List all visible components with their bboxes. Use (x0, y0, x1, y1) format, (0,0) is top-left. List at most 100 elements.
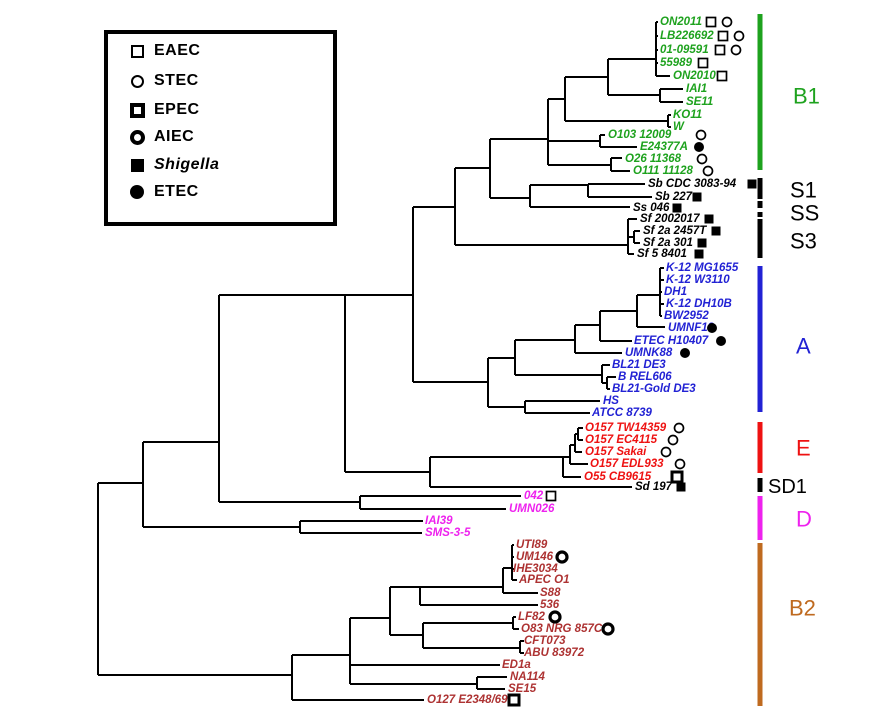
leaf-label-o157-tw14359: O157 TW14359 (585, 422, 667, 434)
leaf-label-o111-11128: O111 11128 (633, 165, 693, 177)
leaf-label-dh1: DH1 (664, 286, 687, 298)
stec-marker-icon (696, 153, 708, 165)
legend-item-eaec: EAEC (120, 41, 200, 61)
stec-marker-icon (120, 74, 154, 88)
group-label-a: A (796, 334, 811, 359)
aiec-marker-icon (129, 129, 145, 145)
aiec-marker-icon (555, 550, 569, 564)
leaf-label-o157-ec4115: O157 EC4115 (585, 434, 658, 446)
stec-marker-icon (721, 16, 733, 28)
eaec-marker-icon (120, 44, 154, 58)
etec-marker-icon (716, 336, 726, 346)
leaf-label-o26-11368: O26 11368 (625, 153, 682, 165)
leaf-label-sb-cdc-3083-94: Sb CDC 3083-94 (648, 178, 737, 190)
etec-marker-icon (694, 142, 704, 152)
leaf-label-ed1a: ED1a (502, 659, 531, 671)
etec-marker-icon (130, 185, 144, 199)
stec-marker-icon (673, 422, 685, 434)
leaf-label-na114: NA114 (510, 671, 546, 683)
leaf-label-atcc-8739: ATCC 8739 (591, 407, 652, 419)
eaec-marker-icon (716, 70, 728, 82)
shigella-marker-icon (694, 249, 704, 259)
leaf-label-s88: S88 (540, 587, 561, 599)
leaf-label-umnk88: UMNK88 (625, 347, 673, 359)
leaf-label-k-12-w3110: K-12 W3110 (666, 274, 730, 286)
shigella-marker-icon (747, 179, 757, 189)
leaf-label-uti89: UTI89 (516, 539, 548, 551)
leaf-label-w: W (673, 121, 685, 133)
leaf-label-sf-5-8401: Sf 5 8401 (637, 248, 687, 260)
legend-label: ETEC (154, 183, 199, 200)
leaf-label-lf82: LF82 (518, 611, 545, 623)
group-label-b2: B2 (789, 596, 816, 621)
stec-marker-icon (130, 74, 144, 88)
eaec-marker-icon (545, 490, 557, 502)
leaf-label-sf-2002017: Sf 2002017 (640, 213, 700, 225)
group-label-d: D (796, 507, 812, 532)
leaf-label-042: 042 (524, 490, 544, 502)
leaf-label-bl21-gold-de3: BL21-Gold DE3 (612, 383, 696, 395)
leaf-label-k-12-mg1655: K-12 MG1655 (666, 262, 739, 274)
group-label-b1: B1 (793, 84, 820, 109)
leaf-label-um146: UM146 (516, 551, 554, 563)
eaec-marker-icon (130, 44, 144, 58)
leaf-label-on2011: ON2011 (660, 16, 702, 28)
leaf-label-apec-o1: APEC O1 (518, 574, 570, 586)
legend-item-stec: STEC (120, 71, 199, 91)
stec-marker-icon (695, 129, 707, 141)
leaf-label-etec-h10407: ETEC H10407 (634, 335, 709, 347)
eaec-marker-icon (717, 30, 729, 42)
aiec-marker-icon (601, 622, 615, 636)
leaf-label-umn026: UMN026 (509, 503, 555, 515)
legend-label: EPEC (154, 101, 200, 118)
shigella-marker-icon (672, 203, 682, 213)
leaf-label-ss-046: Ss 046 (633, 202, 670, 214)
shigella-marker-icon (120, 158, 154, 172)
leaf-label-bw2952: BW2952 (664, 310, 709, 322)
leaf-label-01-09591: 01-09591 (660, 44, 709, 56)
leaf-label-iai1: IAI1 (686, 83, 707, 95)
leaf-label-se15: SE15 (508, 683, 537, 695)
leaf-label-e24377a: E24377A (640, 141, 688, 153)
leaf-label-o127-e2348-69: O127 E2348/69 (427, 694, 508, 706)
leaf-label-o55-cb9615: O55 CB9615 (584, 471, 652, 483)
epec-marker-icon (120, 102, 154, 118)
legend-label: AIEC (154, 128, 195, 145)
leaf-label-o157-sakai: O157 Sakai (585, 446, 647, 458)
stec-marker-icon (702, 165, 714, 177)
group-label-s3: S3 (790, 229, 817, 254)
legend-label: EAEC (154, 42, 201, 59)
legend-item-aiec: AIEC (120, 127, 194, 147)
leaf-label-lb226692: LB226692 (660, 30, 714, 42)
eaec-marker-icon (714, 44, 726, 56)
legend-box: EAEC STEC EPEC AIEC Shigella ETEC (104, 30, 337, 226)
leaf-label-on2010: ON2010 (673, 70, 716, 82)
shigella-marker-icon (676, 482, 686, 492)
epec-marker-icon (670, 470, 684, 484)
eaec-marker-icon (705, 16, 717, 28)
leaf-label-sf-2a-301: Sf 2a 301 (643, 237, 693, 249)
shigella-marker-icon (130, 158, 144, 172)
etec-marker-icon (120, 185, 154, 199)
etec-marker-icon (680, 348, 690, 358)
leaf-label-iai39: IAI39 (425, 515, 453, 527)
leaf-label-sd-197: Sd 197 (635, 481, 673, 493)
shigella-marker-icon (697, 238, 707, 248)
aiec-marker-icon (120, 129, 154, 145)
leaf-label-536: 536 (540, 599, 560, 611)
leaf-label-o157-edl933: O157 EDL933 (590, 458, 664, 470)
group-label-sd1: SD1 (768, 476, 807, 498)
legend-item-etec: ETEC (120, 182, 199, 202)
epec-marker-icon (129, 102, 145, 118)
epec-marker-icon (507, 693, 521, 707)
leaf-label-b-rel606: B REL606 (618, 371, 672, 383)
leaf-label-ko11: KO11 (673, 109, 702, 121)
leaf-label-cft073: CFT073 (524, 635, 566, 647)
leaf-label-ihe3034: IHE3034 (513, 563, 558, 575)
group-label-s1: S1 (790, 178, 817, 203)
legend-label: STEC (154, 72, 199, 89)
leaf-label-umnf18: UMNF18 (668, 322, 715, 334)
legend-item-epec: EPEC (120, 100, 200, 120)
etec-marker-icon (707, 323, 717, 333)
